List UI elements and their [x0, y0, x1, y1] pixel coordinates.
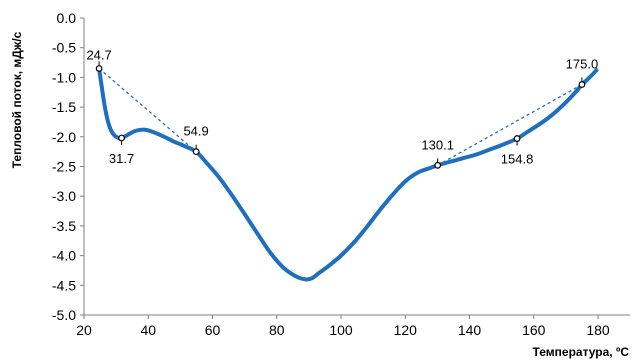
x-tick-labels: 20 40 60 80 100 120 140 160 180 [76, 315, 610, 338]
point-marker [192, 148, 200, 156]
x-tick-label: 100 [329, 322, 353, 338]
y-tick-label: -1.0 [52, 69, 76, 85]
annotation-label: 175.0 [566, 57, 599, 72]
x-tick-label: 40 [140, 322, 156, 338]
x-tick-label: 20 [76, 322, 92, 338]
y-tick-label: -3.0 [52, 188, 76, 204]
y-axis-title: Тепловой поток, мДж/с [10, 31, 24, 168]
point-marker [118, 134, 125, 142]
point-marker [513, 135, 521, 142]
annotation-label: 154.8 [501, 152, 534, 167]
y-tick-label: -3.5 [52, 218, 76, 234]
annotation-label: 24.7 [86, 47, 111, 62]
annotation-label: 54.9 [183, 124, 208, 139]
y-tick-label: 0.0 [57, 10, 77, 26]
y-tick-label: -4.0 [52, 248, 76, 264]
y-tick-label: -2.5 [52, 159, 76, 175]
point-marker [578, 81, 586, 88]
y-tick-labels: 0.0 -0.5 -1.0 -1.5 -2.0 -2.5 -3.0 -3.5 -4.0 -4.5 -… [52, 10, 84, 323]
x-tick-label: 60 [205, 322, 221, 338]
point-marker [434, 161, 442, 169]
x-axis-title: Температура, ºС [533, 345, 630, 359]
axes [83, 18, 630, 316]
x-tick-label: 80 [269, 322, 285, 338]
point-annotations: 24.7 31.7 54.9 130.1 154.8 175.0 [86, 47, 598, 166]
annotation-label: 31.7 [109, 151, 134, 166]
series [97, 66, 599, 282]
heat-flow-line [97, 66, 599, 282]
y-tick-label: -1.5 [52, 99, 76, 115]
point-marker [95, 65, 103, 72]
x-tick-label: 180 [586, 322, 610, 338]
point-markers [95, 61, 586, 169]
annotation-label: 130.1 [421, 137, 454, 152]
x-tick-label: 160 [522, 322, 546, 338]
y-tick-label: -5.0 [52, 307, 76, 323]
y-tick-label: -2.0 [52, 129, 76, 145]
y-tick-label: -4.5 [52, 277, 76, 293]
x-tick-label: 120 [394, 322, 418, 338]
y-tick-label: -0.5 [52, 40, 76, 56]
x-tick-label: 140 [458, 322, 482, 338]
baseline-line [98, 67, 197, 153]
